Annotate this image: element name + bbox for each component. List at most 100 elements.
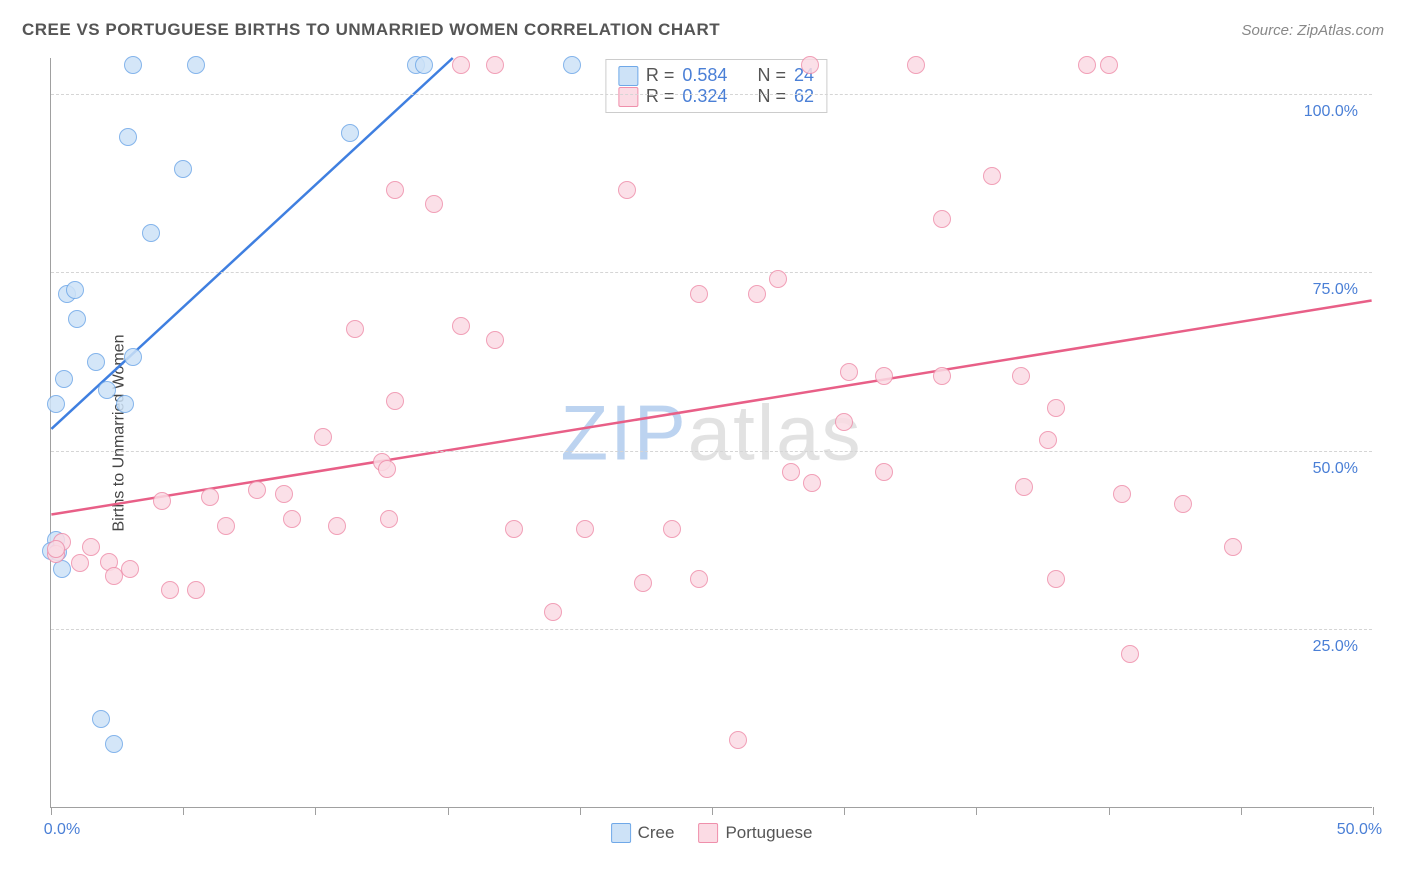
x-tick: [51, 807, 52, 815]
x-tick: [1109, 807, 1110, 815]
scatter-point: [187, 581, 205, 599]
legend-r-label: R =: [646, 65, 675, 86]
scatter-point: [187, 56, 205, 74]
scatter-point: [769, 270, 787, 288]
scatter-point: [47, 540, 65, 558]
scatter-point: [634, 574, 652, 592]
scatter-point: [142, 224, 160, 242]
scatter-point: [1174, 495, 1192, 513]
scatter-point: [201, 488, 219, 506]
scatter-point: [66, 281, 84, 299]
chart-source: Source: ZipAtlas.com: [1241, 22, 1384, 39]
scatter-point: [729, 731, 747, 749]
scatter-point: [116, 395, 134, 413]
scatter-point: [1078, 56, 1096, 74]
scatter-point: [47, 395, 65, 413]
scatter-point: [452, 56, 470, 74]
scatter-point: [840, 363, 858, 381]
legend-r-value: 0.584: [682, 65, 727, 86]
scatter-point: [1039, 431, 1057, 449]
scatter-point: [576, 520, 594, 538]
legend-series-item: Portuguese: [698, 823, 812, 843]
scatter-point: [782, 463, 800, 481]
trend-lines: [51, 58, 1372, 807]
scatter-point: [663, 520, 681, 538]
scatter-point: [835, 413, 853, 431]
scatter-point: [486, 56, 504, 74]
scatter-point: [341, 124, 359, 142]
scatter-point: [1121, 645, 1139, 663]
scatter-point: [71, 554, 89, 572]
gridline-h: [51, 451, 1372, 452]
scatter-point: [82, 538, 100, 556]
x-tick: [844, 807, 845, 815]
legend-stats-row: R =0.324N =62: [618, 86, 814, 107]
scatter-point: [907, 56, 925, 74]
scatter-point: [690, 285, 708, 303]
scatter-plot: Births to Unmarried Women ZIPatlas R =0.…: [50, 58, 1372, 808]
legend-swatch: [618, 87, 638, 107]
scatter-point: [875, 463, 893, 481]
scatter-point: [378, 460, 396, 478]
trend-line: [51, 301, 1371, 515]
scatter-point: [1113, 485, 1131, 503]
scatter-point: [1047, 570, 1065, 588]
gridline-h: [51, 272, 1372, 273]
x-tick: [183, 807, 184, 815]
y-tick-label: 75.0%: [1313, 281, 1358, 299]
x-tick-label: 50.0%: [1337, 821, 1382, 839]
gridline-h: [51, 94, 1372, 95]
scatter-point: [153, 492, 171, 510]
gridline-h: [51, 629, 1372, 630]
scatter-point: [55, 370, 73, 388]
scatter-point: [425, 195, 443, 213]
scatter-point: [1012, 367, 1030, 385]
chart-header: CREE VS PORTUGUESE BIRTHS TO UNMARRIED W…: [22, 20, 1384, 40]
legend-swatch: [698, 823, 718, 843]
x-tick: [712, 807, 713, 815]
scatter-point: [690, 570, 708, 588]
scatter-point: [618, 181, 636, 199]
legend-stats-row: R =0.584N =24: [618, 65, 814, 86]
scatter-point: [933, 367, 951, 385]
scatter-point: [505, 520, 523, 538]
x-tick: [1241, 807, 1242, 815]
scatter-point: [346, 320, 364, 338]
scatter-point: [98, 381, 116, 399]
legend-series-label: Portuguese: [725, 823, 812, 843]
scatter-point: [105, 735, 123, 753]
trend-line: [51, 58, 452, 429]
chart-title: CREE VS PORTUGUESE BIRTHS TO UNMARRIED W…: [22, 20, 720, 40]
scatter-point: [87, 353, 105, 371]
scatter-point: [1047, 399, 1065, 417]
legend-r-label: R =: [646, 86, 675, 107]
legend-n-label: N =: [757, 86, 786, 107]
scatter-point: [748, 285, 766, 303]
legend-series: Cree Portuguese: [611, 823, 813, 843]
scatter-point: [1015, 478, 1033, 496]
scatter-point: [124, 348, 142, 366]
x-tick: [976, 807, 977, 815]
x-tick: [580, 807, 581, 815]
scatter-point: [1224, 538, 1242, 556]
scatter-point: [933, 210, 951, 228]
y-tick-label: 25.0%: [1313, 638, 1358, 656]
scatter-point: [801, 56, 819, 74]
scatter-point: [415, 56, 433, 74]
scatter-point: [248, 481, 266, 499]
scatter-point: [1100, 56, 1118, 74]
legend-stats: R =0.584N =24R =0.324N =62: [605, 59, 827, 113]
scatter-point: [328, 517, 346, 535]
scatter-point: [314, 428, 332, 446]
scatter-point: [92, 710, 110, 728]
scatter-point: [217, 517, 235, 535]
y-tick-label: 50.0%: [1313, 460, 1358, 478]
legend-swatch: [618, 66, 638, 86]
scatter-point: [563, 56, 581, 74]
legend-series-item: Cree: [611, 823, 675, 843]
scatter-point: [452, 317, 470, 335]
x-tick: [315, 807, 316, 815]
scatter-point: [486, 331, 504, 349]
x-tick: [1373, 807, 1374, 815]
scatter-point: [875, 367, 893, 385]
